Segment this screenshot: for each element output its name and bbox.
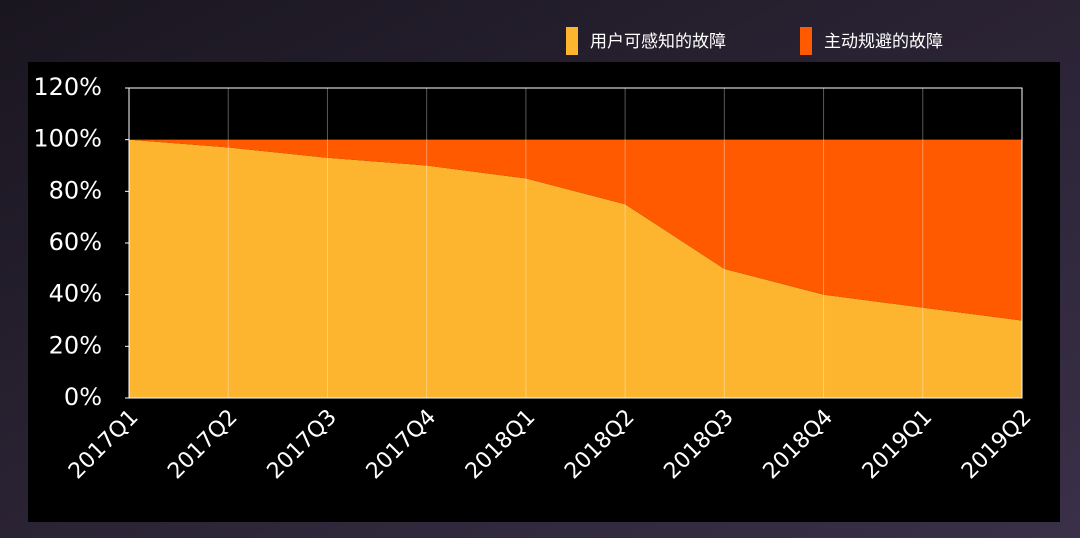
area — [129, 139, 1022, 398]
legend-label: 主动规避的故障 — [824, 32, 943, 52]
area — [129, 139, 1022, 321]
legend-swatch — [800, 27, 812, 55]
y-tick-label: 0% — [64, 383, 102, 411]
y-tick-label: 20% — [49, 331, 102, 359]
y-tick-label: 120% — [33, 73, 102, 101]
y-tick-label: 80% — [49, 176, 102, 204]
y-tick-label: 40% — [49, 280, 102, 308]
legend-label: 用户可感知的故障 — [590, 32, 726, 52]
legend-swatch — [566, 27, 578, 55]
y-tick-label: 60% — [49, 228, 102, 256]
y-tick-label: 100% — [33, 125, 102, 153]
